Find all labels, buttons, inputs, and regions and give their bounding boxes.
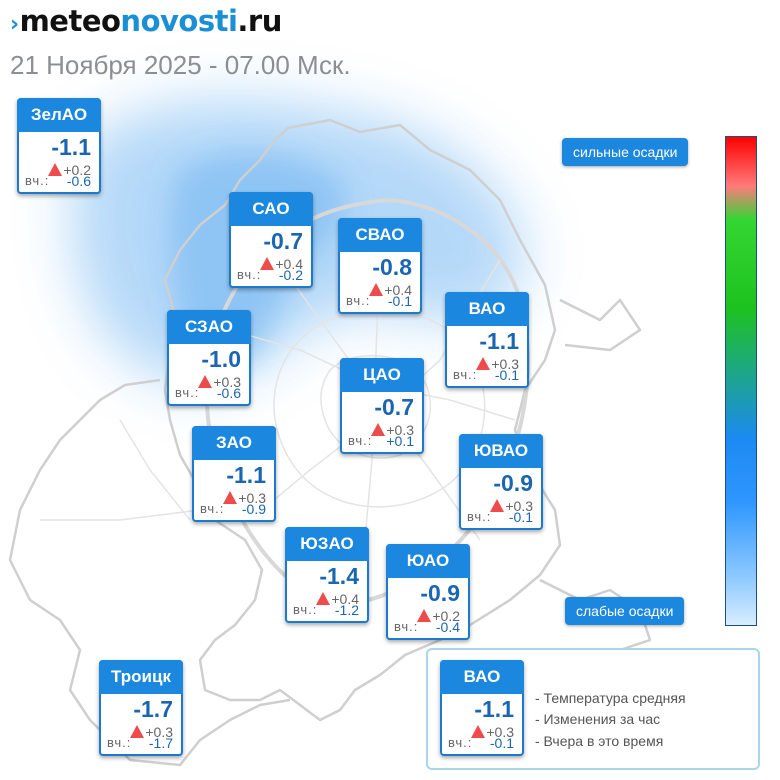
hourly-change: +0.3 bbox=[471, 724, 514, 740]
hourly-change: +0.3 bbox=[490, 498, 533, 514]
district-card-yuvao: ЮВАО -0.9 +0.3 вч.: -0.1 bbox=[459, 434, 543, 530]
district-name: ЗелАО bbox=[17, 98, 101, 132]
district-card-yuao: ЮАО -0.9 +0.2 вч.: -0.4 bbox=[386, 544, 470, 640]
district-name: ЦАО bbox=[340, 358, 424, 392]
yesterday-value: -0.1 bbox=[489, 735, 514, 751]
district-name: ЮВАО bbox=[459, 434, 543, 468]
hourly-change: +0.3 bbox=[476, 356, 519, 372]
district-card-szao: СЗАО -1.0 +0.3 вч.: -0.6 bbox=[167, 310, 251, 406]
date-time-title: 21 Ноября 2025 - 07.00 Мск. bbox=[10, 50, 351, 80]
triangle-up-icon bbox=[223, 491, 238, 504]
yesterday-value: -0.6 bbox=[66, 173, 91, 189]
hourly-change: +0.3 bbox=[223, 490, 266, 506]
yesterday-value: -0.6 bbox=[216, 385, 241, 401]
district-temperature: -0.9 bbox=[493, 470, 533, 496]
district-temperature: -1.0 bbox=[201, 346, 241, 372]
legend-average-temperature: - Температура средняя bbox=[535, 690, 686, 706]
district-name: САО bbox=[229, 192, 313, 226]
district-temperature: -1.7 bbox=[133, 696, 173, 722]
district-name: ВАО bbox=[440, 660, 524, 694]
triangle-up-icon bbox=[316, 592, 331, 605]
district-card-sao: САО -0.7 +0.4 вч.: -0.2 bbox=[229, 192, 313, 288]
yesterday-label: вч.: bbox=[448, 735, 473, 750]
district-card-zao: ЗАО -1.1 +0.3 вч.: -0.9 bbox=[192, 426, 276, 522]
yesterday-value: -1.2 bbox=[334, 602, 359, 618]
triangle-up-icon bbox=[130, 725, 145, 738]
legend-yesterday-same-time: - Вчера в это время bbox=[535, 733, 664, 749]
scale-label-heavy: сильные осадки bbox=[562, 138, 689, 166]
district-temperature: -1.4 bbox=[319, 563, 359, 589]
legend-sample-card: ВАО -1.1 +0.3 вч.: -0.1 bbox=[440, 660, 524, 756]
triangle-up-icon bbox=[490, 499, 505, 512]
district-name: ЮЗАО bbox=[285, 527, 369, 561]
district-name: ЗАО bbox=[192, 426, 276, 460]
district-card-troitsk: Троицк -1.7 +0.3 вч.: -1.7 bbox=[99, 660, 183, 756]
district-temperature: -0.8 bbox=[372, 254, 412, 280]
hourly-change: +0.3 bbox=[130, 724, 173, 740]
district-name: Троицк bbox=[99, 660, 183, 694]
legend-hourly-change: - Изменения за час bbox=[535, 711, 661, 727]
district-name: СВАО bbox=[338, 218, 422, 252]
site-logo[interactable]: ›meteonovosti.ru bbox=[10, 4, 282, 38]
yesterday-value: -0.9 bbox=[241, 501, 266, 517]
district-temperature: -1.1 bbox=[474, 696, 514, 722]
district-temperature: -1.1 bbox=[226, 462, 266, 488]
yesterday-label: вч.: bbox=[467, 509, 492, 524]
district-card-svao: СВАО -0.8 +0.4 вч.: -0.1 bbox=[338, 218, 422, 314]
district-card-vao: ВАО -1.1 +0.3 вч.: -0.1 bbox=[445, 292, 529, 388]
precipitation-scale-bar bbox=[725, 136, 757, 626]
hourly-change: +0.4 bbox=[316, 591, 359, 607]
hourly-change: +0.2 bbox=[417, 608, 460, 624]
scale-label-light: слабые осадки bbox=[565, 597, 685, 625]
triangle-up-icon bbox=[260, 257, 275, 270]
district-card-tsao: ЦАО -0.7 +0.3 вч.: +0.1 bbox=[340, 358, 424, 454]
district-card-yuzao: ЮЗАО -1.4 +0.4 вч.: -1.2 bbox=[285, 527, 369, 623]
yesterday-label: вч.: bbox=[293, 602, 318, 617]
district-name: ВАО bbox=[445, 292, 529, 326]
logo-arrow-icon: › bbox=[10, 12, 19, 37]
district-temperature: -0.7 bbox=[374, 394, 414, 420]
hourly-change: +0.4 bbox=[260, 256, 303, 272]
hourly-change: +0.3 bbox=[371, 422, 414, 438]
yesterday-label: вч.: bbox=[348, 433, 373, 448]
hourly-change: +0.2 bbox=[48, 162, 91, 178]
yesterday-label: вч.: bbox=[107, 735, 132, 750]
yesterday-value: -0.4 bbox=[435, 619, 460, 635]
triangle-up-icon bbox=[476, 357, 491, 370]
yesterday-value: -0.1 bbox=[387, 293, 412, 309]
district-temperature: -0.7 bbox=[263, 228, 303, 254]
yesterday-label: вч.: bbox=[346, 293, 371, 308]
hourly-change: +0.3 bbox=[198, 374, 241, 390]
district-temperature: -0.9 bbox=[420, 580, 460, 606]
triangle-up-icon bbox=[48, 163, 63, 176]
district-name: СЗАО bbox=[167, 310, 251, 344]
yesterday-value: -1.7 bbox=[148, 735, 173, 751]
yesterday-label: вч.: bbox=[453, 367, 478, 382]
yesterday-value: -0.1 bbox=[508, 509, 533, 525]
yesterday-label: вч.: bbox=[394, 619, 419, 634]
triangle-up-icon bbox=[417, 609, 432, 622]
hourly-change: +0.4 bbox=[369, 282, 412, 298]
yesterday-value: +0.1 bbox=[386, 433, 414, 449]
triangle-up-icon bbox=[471, 725, 486, 738]
yesterday-label: вч.: bbox=[175, 385, 200, 400]
triangle-up-icon bbox=[371, 423, 386, 436]
district-temperature: -1.1 bbox=[479, 328, 519, 354]
yesterday-label: вч.: bbox=[200, 501, 225, 516]
yesterday-value: -0.1 bbox=[494, 367, 519, 383]
district-card-zelao: ЗелАО -1.1 +0.2 вч.: -0.6 bbox=[17, 98, 101, 194]
district-name: ЮАО bbox=[386, 544, 470, 578]
triangle-up-icon bbox=[198, 375, 213, 388]
yesterday-value: -0.2 bbox=[278, 267, 303, 283]
yesterday-label: вч.: bbox=[25, 173, 50, 188]
district-temperature: -1.1 bbox=[51, 134, 91, 160]
triangle-up-icon bbox=[369, 283, 384, 296]
yesterday-label: вч.: bbox=[237, 267, 262, 282]
